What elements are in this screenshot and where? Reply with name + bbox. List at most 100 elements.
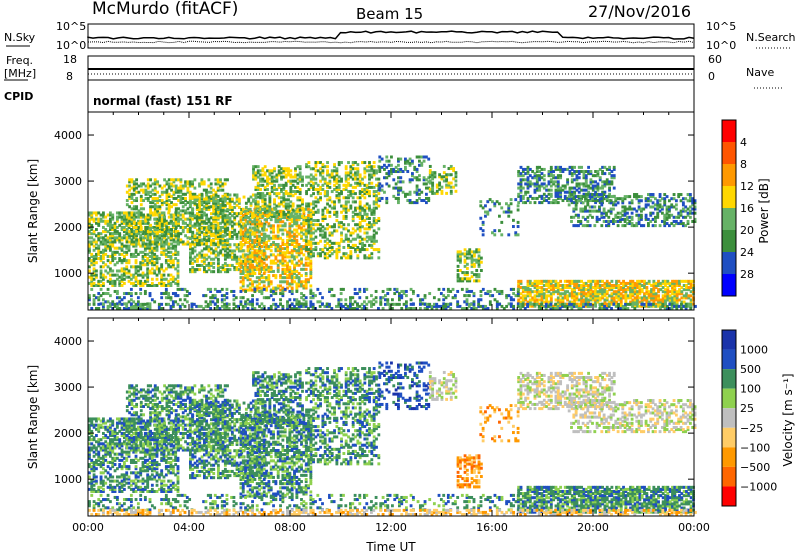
power-cell <box>307 257 310 261</box>
power-cell <box>524 172 528 176</box>
power-cell <box>365 227 369 231</box>
power-cell <box>580 201 584 205</box>
power-cell <box>134 267 138 271</box>
power-cell <box>90 228 94 232</box>
power-cell <box>531 283 535 287</box>
power-cell <box>378 186 382 190</box>
power-cell <box>219 212 223 216</box>
power-cell <box>193 201 197 205</box>
power-cell <box>226 194 229 198</box>
power-cell <box>573 292 577 296</box>
power-cell <box>288 272 292 276</box>
power-cell <box>248 288 252 292</box>
power-cell <box>610 170 614 174</box>
power-cell <box>202 253 206 257</box>
power-cell <box>319 227 322 231</box>
power-cell <box>189 220 192 224</box>
power-cell <box>600 224 604 228</box>
power-cell <box>202 226 206 230</box>
power-cell <box>288 234 292 238</box>
power-cell <box>304 284 308 288</box>
power-cell <box>254 202 258 206</box>
power-cell <box>358 206 362 210</box>
power-cell <box>242 210 246 214</box>
power-cell <box>679 193 683 197</box>
power-cell <box>275 204 279 208</box>
power-cell <box>266 181 269 185</box>
power-cell <box>99 259 103 263</box>
power-cell <box>176 281 180 285</box>
power-cell <box>570 190 574 194</box>
power-cell <box>335 169 339 173</box>
power-cell <box>372 192 376 196</box>
power-cell <box>259 173 262 177</box>
power-cell <box>297 247 301 251</box>
power-cell <box>269 261 273 265</box>
power-cell <box>368 190 371 194</box>
power-cell <box>268 177 272 181</box>
power-cell <box>209 226 213 230</box>
power-cell <box>415 186 419 190</box>
power-cell <box>288 232 292 236</box>
power-cell <box>226 216 230 220</box>
power-cell <box>296 204 300 208</box>
power-cell <box>273 175 276 179</box>
power-cell <box>591 186 595 190</box>
power-cell <box>282 192 286 196</box>
power-cell <box>282 167 286 171</box>
power-cell <box>216 253 220 257</box>
power-cell <box>368 175 371 179</box>
power-cell <box>141 221 145 225</box>
power-cell <box>281 276 285 280</box>
power-cell <box>104 244 108 248</box>
power-cell <box>470 260 474 264</box>
power-cell <box>538 281 542 285</box>
power-cell <box>356 235 360 239</box>
power-cell <box>244 211 247 215</box>
power-cell <box>167 244 171 248</box>
power-cell <box>456 254 460 258</box>
power-cell <box>141 232 145 236</box>
power-cell <box>251 280 254 284</box>
freq-tick-bottom: 8 <box>66 70 73 83</box>
power-cell <box>270 177 274 181</box>
power-cell <box>118 211 122 215</box>
power-cell <box>249 212 253 216</box>
power-cell <box>167 205 171 209</box>
power-cell <box>596 172 600 176</box>
power-cell <box>216 228 220 232</box>
power-cell <box>347 183 350 187</box>
power-cell <box>284 192 288 196</box>
power-cell <box>370 223 374 227</box>
power-cell <box>169 283 173 287</box>
power-cell <box>372 241 376 245</box>
power-cell <box>186 230 190 234</box>
power-cell <box>134 269 138 273</box>
power-cell <box>200 201 204 205</box>
power-cell <box>570 193 573 197</box>
power-cell <box>246 230 250 234</box>
power-cell <box>526 292 530 296</box>
power-cell <box>94 221 98 225</box>
power-cell <box>542 182 546 186</box>
power-cell <box>289 169 293 173</box>
power-cell <box>608 172 611 176</box>
power-cell <box>563 279 567 283</box>
power-cell <box>344 227 348 231</box>
power-cell <box>542 178 546 182</box>
power-cell <box>290 272 294 276</box>
power-cell <box>113 257 117 261</box>
power-cell <box>212 257 216 261</box>
power-cell <box>333 165 336 169</box>
power-cell <box>566 283 570 287</box>
power-cell <box>580 296 584 300</box>
power-cell <box>514 233 518 237</box>
power-cell <box>260 265 264 269</box>
power-cell <box>363 254 367 258</box>
power-cell <box>167 194 171 198</box>
power-cell <box>653 197 657 201</box>
power-cell <box>528 300 532 304</box>
power-cell <box>99 242 103 246</box>
power-cell <box>559 283 563 287</box>
power-cell <box>354 175 357 179</box>
